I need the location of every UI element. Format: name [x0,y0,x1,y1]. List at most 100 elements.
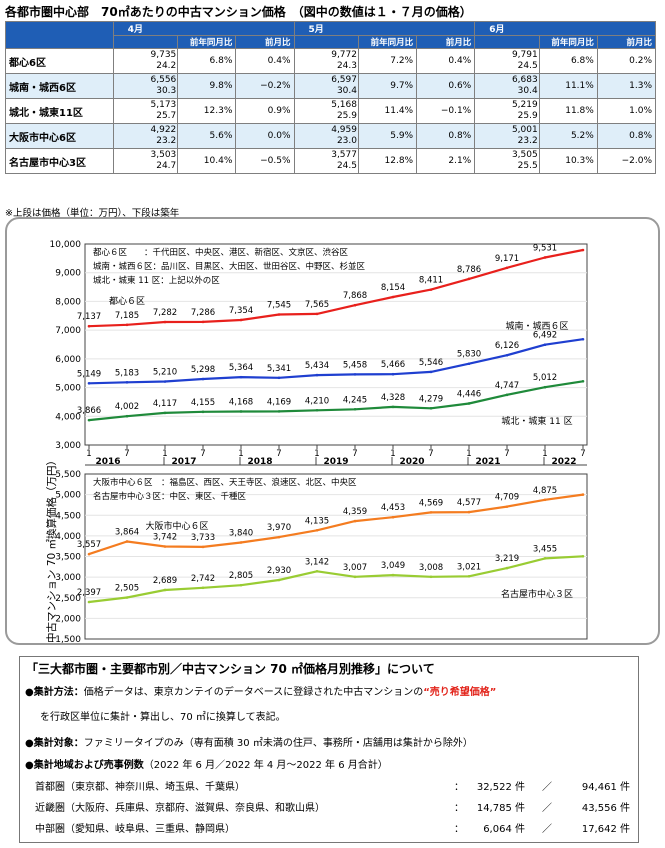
data-point [391,573,395,577]
data-point [277,410,281,413]
price-value: 5,173 [150,100,177,110]
x-tick-label: 1 [162,449,167,459]
mom-change: 0.0% [235,123,295,149]
building-age: 30.4 [517,86,538,96]
y-tick-label: 4,500 [55,511,81,521]
data-point [429,511,433,514]
data-label: 8,786 [457,265,481,275]
data-point [581,337,585,341]
table-row: 城北・城東11区 5,173 25.7 12.3% 0.9% 5,168 25.9 11.4%… [5,98,657,124]
data-label: 3,840 [229,528,253,538]
price-cell: 3,505 25.5 [474,148,540,174]
data-label: 3,455 [533,544,557,554]
data-point [315,569,319,573]
data-point [87,418,91,422]
data-point [277,578,281,582]
yoy-change: 7.2% [357,48,418,74]
legend-text: 城南・城西６区：品川区、目黒区、大田区、世田谷区、中野区、杉並区 [93,261,366,272]
data-point [315,312,319,316]
stats-row: 近畿圏（大阪府、兵庫県、京都府、滋賀県、奈良県、和歌山県） ： 14,785 件 ／ 4… [35,799,630,814]
data-label: 4,279 [419,394,443,404]
data-label: 2,742 [191,574,215,584]
yoy-change: 10.3% [538,148,598,174]
data-label: 5,830 [457,350,481,360]
data-label: 4,169 [267,397,291,407]
series-line [88,338,584,385]
price-trend-chart: 中古マンション 70 ㎡換算価格（万円）3,0004,0005,0006,000… [45,240,588,643]
data-point [581,554,585,558]
data-label: 3,008 [419,563,443,573]
data-label: 5,012 [533,373,557,383]
mom-change: 1.3% [596,73,657,99]
y-tick-label: 2,500 [55,594,81,604]
stats-slash: ／ [542,782,552,793]
yoy-col-header: 前年同月比 [538,35,598,49]
data-point [353,373,357,376]
stats-june-count: 6,064 件 [483,824,525,835]
table-row: 名古屋市中心3区 3,503 24.7 10.4% −0.5% 3,577 24.5 12.8… [5,148,657,174]
data-point [543,498,547,502]
price-value: 9,735 [150,50,177,60]
x-tick-label: 1 [466,449,471,459]
data-point [543,256,547,259]
data-point [201,377,205,381]
month-header: 5月 [293,21,476,36]
price-cell: 5,173 25.7 [112,98,179,124]
price-value: 6,597 [331,75,357,85]
data-point [391,295,395,299]
data-point [543,385,547,389]
yoy-change: 5.6% [177,123,237,149]
building-age: 25.5 [517,161,538,171]
stats-june-count: 14,785 件 [476,803,525,814]
data-point [239,318,243,322]
data-label: 3,866 [77,406,101,416]
area-name: 城北・城東11区 [5,98,114,124]
data-label: 3,970 [267,523,291,533]
data-point [277,535,281,539]
month-header: 4月 [112,21,295,36]
legend-text: 名古屋市中心３区：中区、東区、千種区 [93,491,247,502]
mom-col-header: 前月比 [416,35,476,49]
data-point [543,343,547,347]
price-cell: 9,772 24.3 [293,48,359,74]
data-label: 4,245 [343,395,367,405]
data-point [125,596,129,599]
data-point [201,410,205,414]
price-value: 9,791 [511,50,538,60]
price-value: 6,683 [511,75,538,85]
data-label: 5,149 [77,369,101,379]
price-value: 9,772 [331,50,357,60]
data-label: 7,282 [153,308,177,318]
x-tick-label: 7 [200,449,205,459]
year-label: 2018 [247,457,272,467]
yoy-change: 10.4% [177,148,237,174]
data-label: 7,565 [305,300,329,310]
area-name: 都心6区 [5,48,114,74]
year-label: 2016 [95,457,120,467]
yoy-col-header: 前年同月比 [177,35,237,49]
price-col-header [474,35,540,49]
data-label: 3,864 [115,527,139,537]
mom-change: 0.4% [235,48,295,74]
data-label: 5,546 [419,358,443,368]
table-row: 城南・城西6区 6,556 30.3 9.8% −0.2% 6,597 30.4 9.7% 0.… [5,73,657,99]
series-name-label: 大阪市中心６区 [145,520,208,532]
data-label: 3,007 [343,563,367,573]
data-label: 7,137 [77,312,101,322]
data-point [429,370,433,374]
mom-change: 0.9% [235,98,295,124]
data-point [429,575,433,579]
data-point [467,402,471,405]
data-point [201,545,205,549]
x-tick-label: 7 [276,449,281,459]
yoy-change: 11.4% [357,98,418,124]
price-value: 3,505 [511,150,538,160]
stats-quarter-count: 94,461 件 [581,782,630,793]
mom-change: 0.8% [416,123,476,149]
price-cell: 6,683 30.4 [474,73,540,99]
data-point [163,380,167,383]
y-tick-label: 2,000 [55,614,81,624]
data-point [505,393,509,397]
year-label: 2017 [171,457,196,467]
data-label: 3,021 [457,562,481,572]
